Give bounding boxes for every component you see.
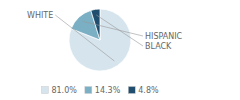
leader-line [83,21,143,36]
pie-slice [69,9,131,71]
annotations: WHITE HISPANICBLACK [27,11,183,61]
legend-swatch [128,87,135,94]
legend-label: 14.3% [95,86,121,95]
pie [69,9,131,71]
legend-label: 4.8% [138,86,159,95]
annotation-label: BLACK [145,42,172,51]
legend: 81.0% 14.3% 4.8% [41,86,159,95]
legend-item: 4.8% [128,86,159,95]
legend-item: 14.3% [85,86,121,95]
legend-swatch [85,87,92,94]
legend-label: 81.0% [51,86,77,95]
annotation-label: WHITE [27,11,53,20]
legend-swatch [41,87,48,94]
leader-line [96,15,143,46]
chart: WHITE HISPANICBLACK 81.0% 14.3% 4.8% [0,0,240,100]
legend-item: 81.0% [41,86,77,95]
annotation-label: HISPANIC [145,32,183,41]
